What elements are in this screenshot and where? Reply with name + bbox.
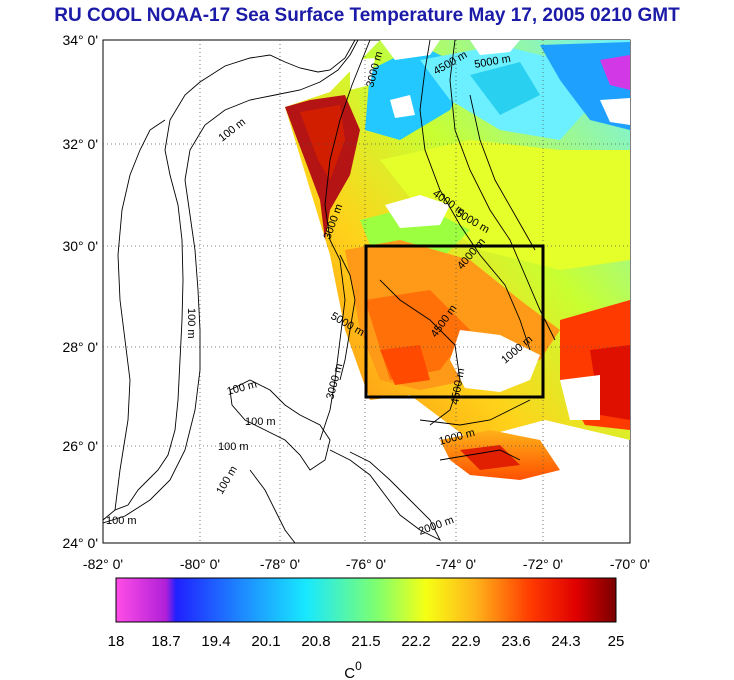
coastline-west: [114, 119, 166, 511]
lon-tick-label: -72° 0': [523, 556, 563, 572]
colorbar-gradient: [115, 577, 617, 623]
lat-axis: 34° 0' 32° 0' 30° 0' 28° 0' 26° 0' 24° 0…: [62, 32, 98, 551]
lon-tick-label: -70° 0': [610, 556, 650, 572]
lat-tick-label: 32° 0': [62, 136, 98, 152]
colorbar-tick-label: 20.8: [301, 633, 330, 650]
lon-axis: -82° 0' -80° 0' -78° 0' -76° 0' -74° 0' …: [83, 556, 650, 572]
coastline: [103, 40, 356, 521]
lat-tick-label: 28° 0': [62, 339, 98, 355]
colorbar-tick-label: 22.9: [451, 633, 480, 650]
colorbar-tick-label: 23.6: [501, 633, 530, 650]
sst-swath: [285, 40, 630, 480]
colorbar-tick-label: 22.2: [401, 633, 430, 650]
colorbar-unit: C0: [344, 659, 362, 680]
bahamas-banks-5: [439, 449, 521, 461]
region-box: [364, 244, 545, 399]
figure-title: RU COOL NOAA-17 Sea Surface Temperature …: [54, 5, 680, 26]
colorbar-tick-label: 25: [608, 633, 625, 650]
contour-100m: [103, 40, 359, 524]
lon-tick-label: -80° 0': [180, 556, 220, 572]
contour-label: 100 m: [245, 416, 276, 428]
contour-label: 100 m: [218, 441, 249, 453]
contour-label: 100 m: [185, 308, 197, 339]
contour-shelf-east: [339, 254, 356, 381]
lat-tick-label: 26° 0': [62, 438, 98, 454]
bahamas-banks-4: [419, 399, 531, 426]
lon-tick-label: -78° 0': [260, 556, 300, 572]
colorbar-tick-label: 20.1: [251, 633, 280, 650]
lat-tick-label: 34° 0': [62, 32, 98, 48]
colorbar-tick-label: 21.5: [351, 633, 380, 650]
contour-label: 100 m: [106, 515, 137, 527]
contour-4500m: [449, 40, 556, 341]
colorbar-tick-label: 18: [108, 633, 125, 650]
lon-tick-label: -76° 0': [346, 556, 386, 572]
bahamas-banks-2: [329, 449, 442, 542]
contour-3000m: [319, 40, 371, 441]
lon-tick-label: -74° 0': [436, 556, 476, 572]
contour-5000m: [469, 94, 536, 251]
colorbar: 18 18.7 19.4 20.1 20.8 21.5 22.2 22.9 23.6 24.3 25…: [108, 577, 625, 680]
contour-4500m-b: [379, 279, 461, 426]
contour-4000m: [419, 40, 531, 351]
lon-tick-label: -82° 0': [83, 556, 123, 572]
bahamas-banks: [229, 379, 331, 471]
lat-tick-label: 30° 0': [62, 238, 98, 254]
coastline-and-contours: [103, 40, 556, 543]
colorbar-tick-label: 19.4: [201, 633, 230, 650]
colorbar-tick-label: 18.7: [151, 633, 180, 650]
bahamas-banks-3: [249, 469, 296, 543]
lat-tick-label: 24° 0': [62, 535, 98, 551]
colorbar-tick-label: 24.3: [551, 633, 580, 650]
